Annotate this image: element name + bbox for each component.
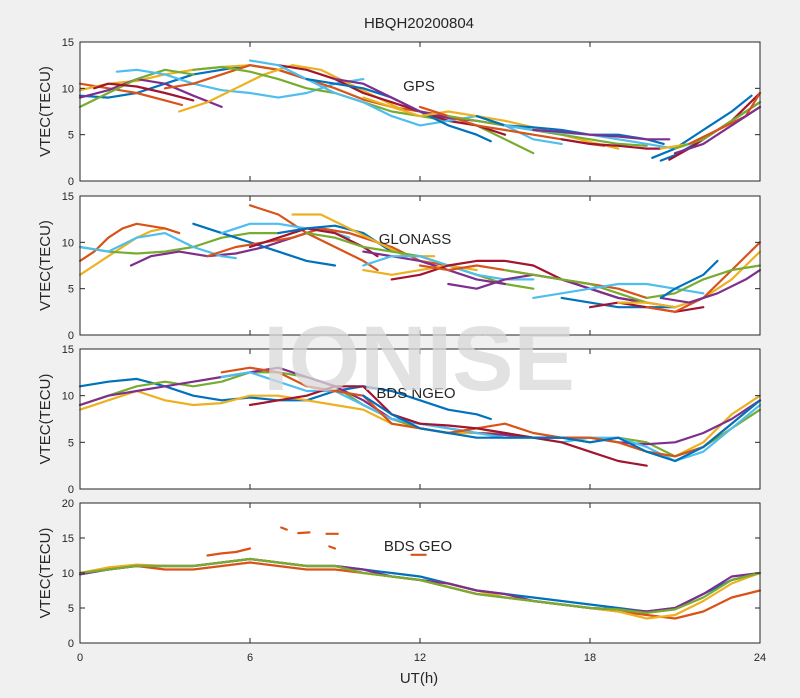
series-line-22 <box>651 94 753 159</box>
series-line-27 <box>688 91 762 145</box>
series-line-27 <box>659 269 762 304</box>
subplot-4: 0 5 10 15 20 0 6 12 18 24 VTEC(TECU) BDS GEO <box>37 498 766 664</box>
y-axis-label: VTEC(TECU) <box>37 66 54 157</box>
series-line-4 <box>78 77 223 109</box>
y-tick-label: 0 <box>68 484 74 496</box>
series-group <box>78 59 762 162</box>
series-line-8 <box>297 531 311 535</box>
subplot-stack: 0 5 10 15 VTEC(TECU) GPS 0 5 10 15 VTEC(TECU) GLONA… <box>37 37 766 664</box>
y-tick-label: 10 <box>62 83 74 95</box>
panel-label: BDS GEO <box>384 538 452 555</box>
series-line-22 <box>560 296 677 309</box>
series-line-5 <box>78 68 195 109</box>
y-tick-label: 15 <box>62 191 74 203</box>
y-tick-label: 0 <box>68 330 74 342</box>
y-tick-label: 10 <box>62 568 74 580</box>
series-line-7 <box>280 526 288 531</box>
series-line-5 <box>78 557 762 615</box>
series-line-2 <box>78 222 181 262</box>
series-group <box>78 526 762 620</box>
series-group <box>78 366 762 467</box>
series-line-15 <box>362 96 620 150</box>
y-tick-label: 20 <box>62 498 74 510</box>
subplot-3: 0 5 10 15 VTEC(TECU) BDS NGEO <box>37 344 762 496</box>
series-line-21 <box>560 138 662 150</box>
series-group <box>78 204 762 313</box>
series-line-11 <box>277 64 507 136</box>
series-line-6 <box>115 68 365 99</box>
x-tick-label: 24 <box>754 652 766 664</box>
series-line-16 <box>362 264 478 276</box>
x-tick-label: 0 <box>77 652 83 664</box>
series-line-20 <box>532 128 671 141</box>
y-tick-label: 10 <box>62 391 74 403</box>
series-line-6 <box>206 547 252 557</box>
series-line-8 <box>248 204 379 272</box>
y-tick-label: 15 <box>62 533 74 545</box>
panel-label: GPS <box>403 78 435 95</box>
subplot-1: 0 5 10 15 VTEC(TECU) GPS <box>37 37 762 188</box>
y-tick-label: 0 <box>68 638 74 650</box>
x-tick-label: 18 <box>584 652 596 664</box>
series-line-6 <box>220 366 762 458</box>
y-tick-label: 5 <box>68 284 74 296</box>
series-line-6 <box>192 222 337 267</box>
y-axis-label: VTEC(TECU) <box>37 374 54 465</box>
subplot-2: 0 5 10 15 VTEC(TECU) GLONASS <box>37 191 762 342</box>
series-line-28 <box>659 259 719 299</box>
series-line-3 <box>78 232 280 255</box>
x-tick-label: 12 <box>414 652 426 664</box>
series-line-9 <box>178 64 407 113</box>
series-line-8 <box>362 394 762 463</box>
y-axis-label: VTEC(TECU) <box>37 220 54 311</box>
series-line-5 <box>78 232 237 260</box>
x-axis-label: UT(h) <box>400 670 438 687</box>
y-axis-label: VTEC(TECU) <box>37 528 54 619</box>
watermark-text: IONISE <box>263 308 575 410</box>
y-tick-label: 5 <box>68 603 74 615</box>
y-tick-label: 10 <box>62 237 74 249</box>
y-tick-label: 5 <box>68 130 74 142</box>
series-line-12 <box>248 59 563 145</box>
y-tick-label: 15 <box>62 37 74 49</box>
plot-area <box>80 503 760 643</box>
series-line-7 <box>248 385 648 467</box>
series-line-20 <box>503 269 648 304</box>
series-line-1 <box>78 377 492 421</box>
series-line-7 <box>93 82 195 102</box>
y-tick-label: 15 <box>62 344 74 356</box>
series-line-1 <box>78 227 167 276</box>
series-line-14 <box>362 250 507 286</box>
y-tick-label: 5 <box>68 437 74 449</box>
panel-label: GLONASS <box>379 231 452 248</box>
series-line-10 <box>328 545 337 550</box>
y-tick-label: 0 <box>68 176 74 188</box>
series-line-10 <box>248 227 379 258</box>
figure-title: HBQH20200804 <box>364 15 474 32</box>
series-line-28 <box>673 105 762 155</box>
x-tick-label: 6 <box>247 652 253 664</box>
panel-label: BDS NGEO <box>376 385 455 402</box>
